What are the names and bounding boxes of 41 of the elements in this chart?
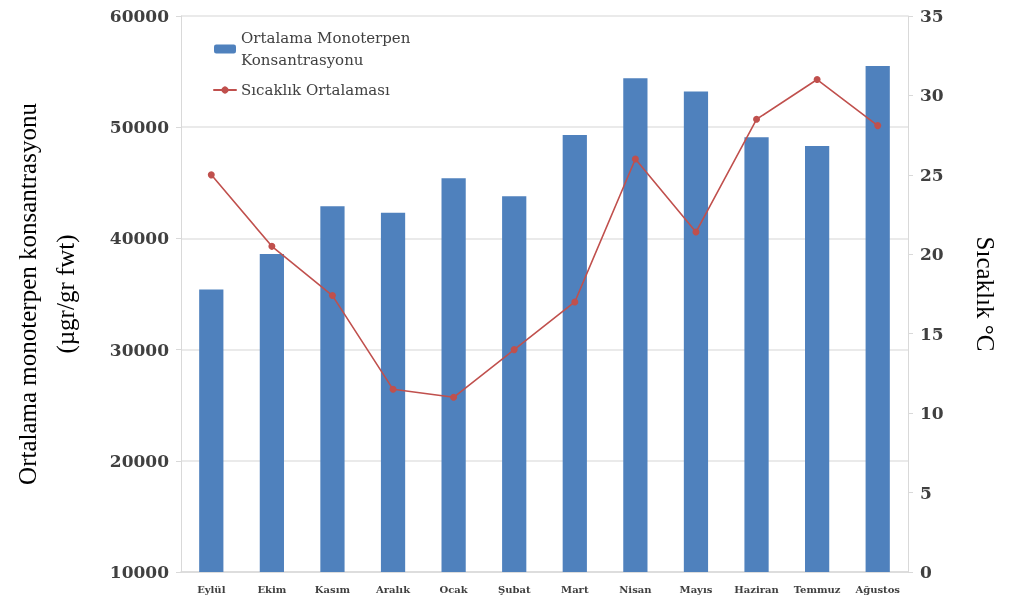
y-tick-label: 40000 <box>109 228 170 249</box>
x-tick-label: Ocak <box>439 583 469 595</box>
y2-tick-label: 35 <box>920 6 944 26</box>
x-tick-label: Şubat <box>497 583 531 595</box>
legend-label: Sıcaklık Ortalaması <box>241 81 390 99</box>
y2-tick-label: 10 <box>920 403 944 424</box>
x-tick-label: Haziran <box>734 583 780 595</box>
x-tick-label: Ekim <box>257 583 287 595</box>
y2-tick-label: 0 <box>920 562 932 582</box>
y-tick-label: 10000 <box>109 562 170 582</box>
x-tick-label: Ağustos <box>854 583 901 595</box>
y-tick-label: 50000 <box>109 117 170 138</box>
x-tick-label: Mayıs <box>679 583 713 595</box>
point <box>510 346 518 354</box>
y2-tick-label: 5 <box>920 482 932 503</box>
x-tick-label: Eylül <box>197 583 226 595</box>
point <box>571 298 579 306</box>
x-tick-label: Mart <box>561 583 589 595</box>
y-tick-label: 20000 <box>109 450 170 471</box>
x-tick-label: Temmuz <box>793 583 841 595</box>
point <box>328 292 336 300</box>
point <box>207 171 215 179</box>
point <box>813 76 821 84</box>
y2-tick-label: 25 <box>920 164 944 185</box>
x-tick-label: Kasım <box>314 583 351 595</box>
y2-tick-label: 20 <box>920 244 944 265</box>
point <box>631 155 639 163</box>
x-tick-label: Nisan <box>619 583 653 595</box>
legend-label: Ortalama Monoterpen Konsantrasyonu <box>241 29 416 69</box>
point <box>268 242 276 250</box>
point <box>389 385 397 393</box>
point <box>450 393 458 401</box>
point <box>753 115 761 123</box>
y-tick-label: 30000 <box>109 339 170 360</box>
y-tick-label: 60000 <box>109 6 170 26</box>
y2-tick-label: 30 <box>920 85 944 106</box>
y2-tick-label: 15 <box>920 323 944 344</box>
x-tick-label: Aralık <box>375 583 412 595</box>
y-axis-title: Ortalama monoterpen konsantrasyonu (µgr/gr fwt) <box>13 102 80 485</box>
y2-axis-title: Sıcaklık °C <box>971 236 999 352</box>
point <box>874 122 882 130</box>
